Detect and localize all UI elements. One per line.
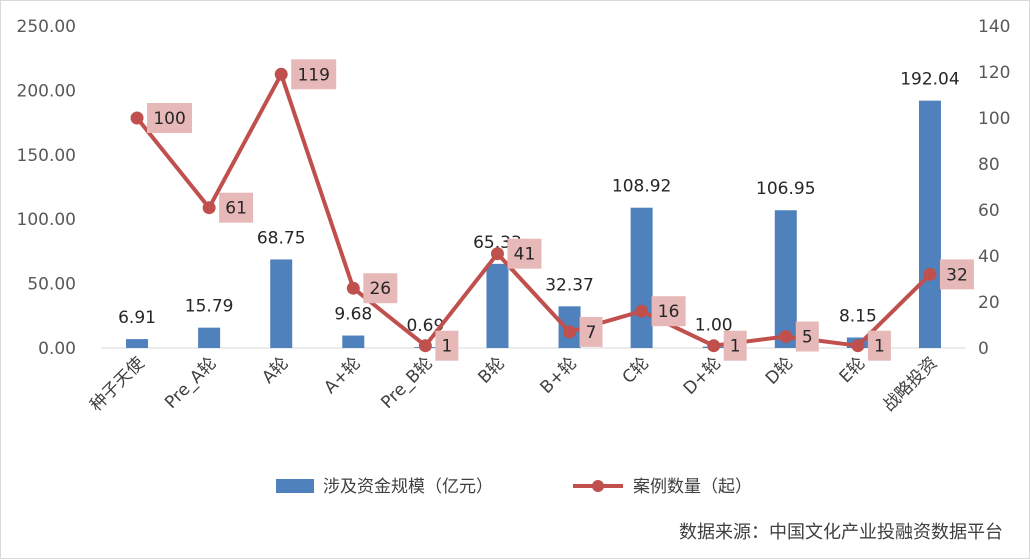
line-label-box [363, 273, 398, 304]
line-data-label: 16 [658, 302, 680, 322]
legend-line-marker [592, 480, 604, 492]
bar [342, 335, 365, 348]
line-marker [490, 247, 504, 261]
line-label-box [435, 330, 459, 361]
y-right-tick-label: 140 [978, 17, 1010, 37]
y-right-tick-label: 80 [978, 155, 1000, 175]
line-label-box [795, 321, 819, 352]
line-marker [418, 339, 432, 353]
line-label-box [867, 330, 891, 361]
y-right-tick-label: 100 [978, 109, 1010, 129]
category-label: D轮 [762, 353, 797, 388]
line-data-label: 5 [802, 328, 813, 348]
y-left-tick-label: 50.00 [27, 275, 76, 295]
category-label: C轮 [619, 353, 654, 388]
line-data-label: 1 [730, 337, 741, 357]
bar-data-label: 108.92 [612, 177, 671, 197]
line-marker [635, 304, 649, 318]
bar-data-label: 32.37 [545, 275, 594, 295]
category-label: Pre_B轮 [377, 353, 437, 413]
category-label: A+轮 [320, 353, 364, 397]
bar-data-label: 8.15 [839, 307, 877, 327]
bar [630, 207, 653, 348]
series-line [135, 72, 932, 348]
y-right-tick-label: 120 [978, 63, 1010, 83]
line-label-box [507, 238, 542, 269]
line-data-label: 1 [874, 337, 885, 357]
line-marker [563, 325, 577, 339]
line-marker [130, 111, 144, 125]
y-left-tick-label: 250.00 [17, 17, 76, 37]
bar-data-label: 6.91 [118, 308, 156, 328]
y-left-tick-label: 200.00 [17, 81, 76, 101]
y-left-tick-label: 0.00 [38, 339, 76, 359]
line-label-box [579, 316, 603, 347]
bar [918, 100, 941, 348]
y-right-tick-label: 60 [978, 201, 1000, 221]
bar [126, 339, 149, 348]
line-label-box [651, 296, 686, 327]
bar-data-label: 15.79 [185, 297, 234, 317]
bar [198, 327, 221, 348]
legend-line-label: 案例数量（起） [633, 477, 752, 497]
line-label-box [723, 330, 747, 361]
category-label: Pre_A轮 [161, 353, 221, 413]
category-label: E轮 [836, 353, 870, 387]
bar-data-label: 9.68 [334, 305, 372, 325]
bar-data-label: 1.00 [695, 316, 733, 336]
y-left-tick-label: 100.00 [17, 210, 76, 230]
line-marker [346, 281, 360, 295]
category-label: 战略投资 [879, 353, 941, 415]
line-marker [851, 339, 865, 353]
bar-data-label: 106.95 [756, 179, 815, 199]
line-label-box [291, 59, 337, 90]
y-right-tick-label: 0 [978, 339, 989, 359]
category-label: B轮 [475, 353, 509, 387]
line-marker [923, 267, 937, 281]
category-label: D+轮 [680, 353, 725, 398]
line-data-label: 41 [514, 245, 536, 265]
y-right-tick-label: 40 [978, 247, 1000, 267]
y-right-tick-label: 20 [978, 293, 1000, 313]
line-label-box [147, 103, 193, 133]
bar [270, 259, 293, 348]
line-marker [202, 201, 216, 215]
category-label: A轮 [258, 353, 292, 387]
line-marker [779, 330, 793, 343]
bar [774, 210, 797, 348]
bar-data-label: 68.75 [257, 228, 306, 248]
legend-bar-swatch [276, 479, 314, 493]
legend-bar-label: 涉及资金规模（亿元） [323, 477, 493, 497]
category-label: 种子天使 [86, 353, 149, 416]
line-data-label: 119 [297, 65, 329, 85]
line-marker [274, 67, 288, 81]
line-data-label: 1 [441, 337, 452, 357]
bar-data-label: 192.04 [900, 70, 959, 90]
line-data-label: 32 [946, 265, 968, 285]
line-label-box [939, 259, 974, 290]
y-left-tick-label: 150.00 [17, 146, 76, 166]
line-label-box [219, 192, 254, 223]
line-data-label: 61 [225, 199, 247, 219]
line-data-label: 7 [586, 323, 597, 343]
bar [486, 263, 509, 348]
source-note: 数据来源：中国文化产业投融资数据平台 [679, 522, 1003, 543]
line-data-label: 100 [153, 109, 185, 129]
line-marker [707, 339, 721, 353]
line-data-label: 26 [369, 279, 391, 299]
category-label: B+轮 [537, 353, 581, 397]
